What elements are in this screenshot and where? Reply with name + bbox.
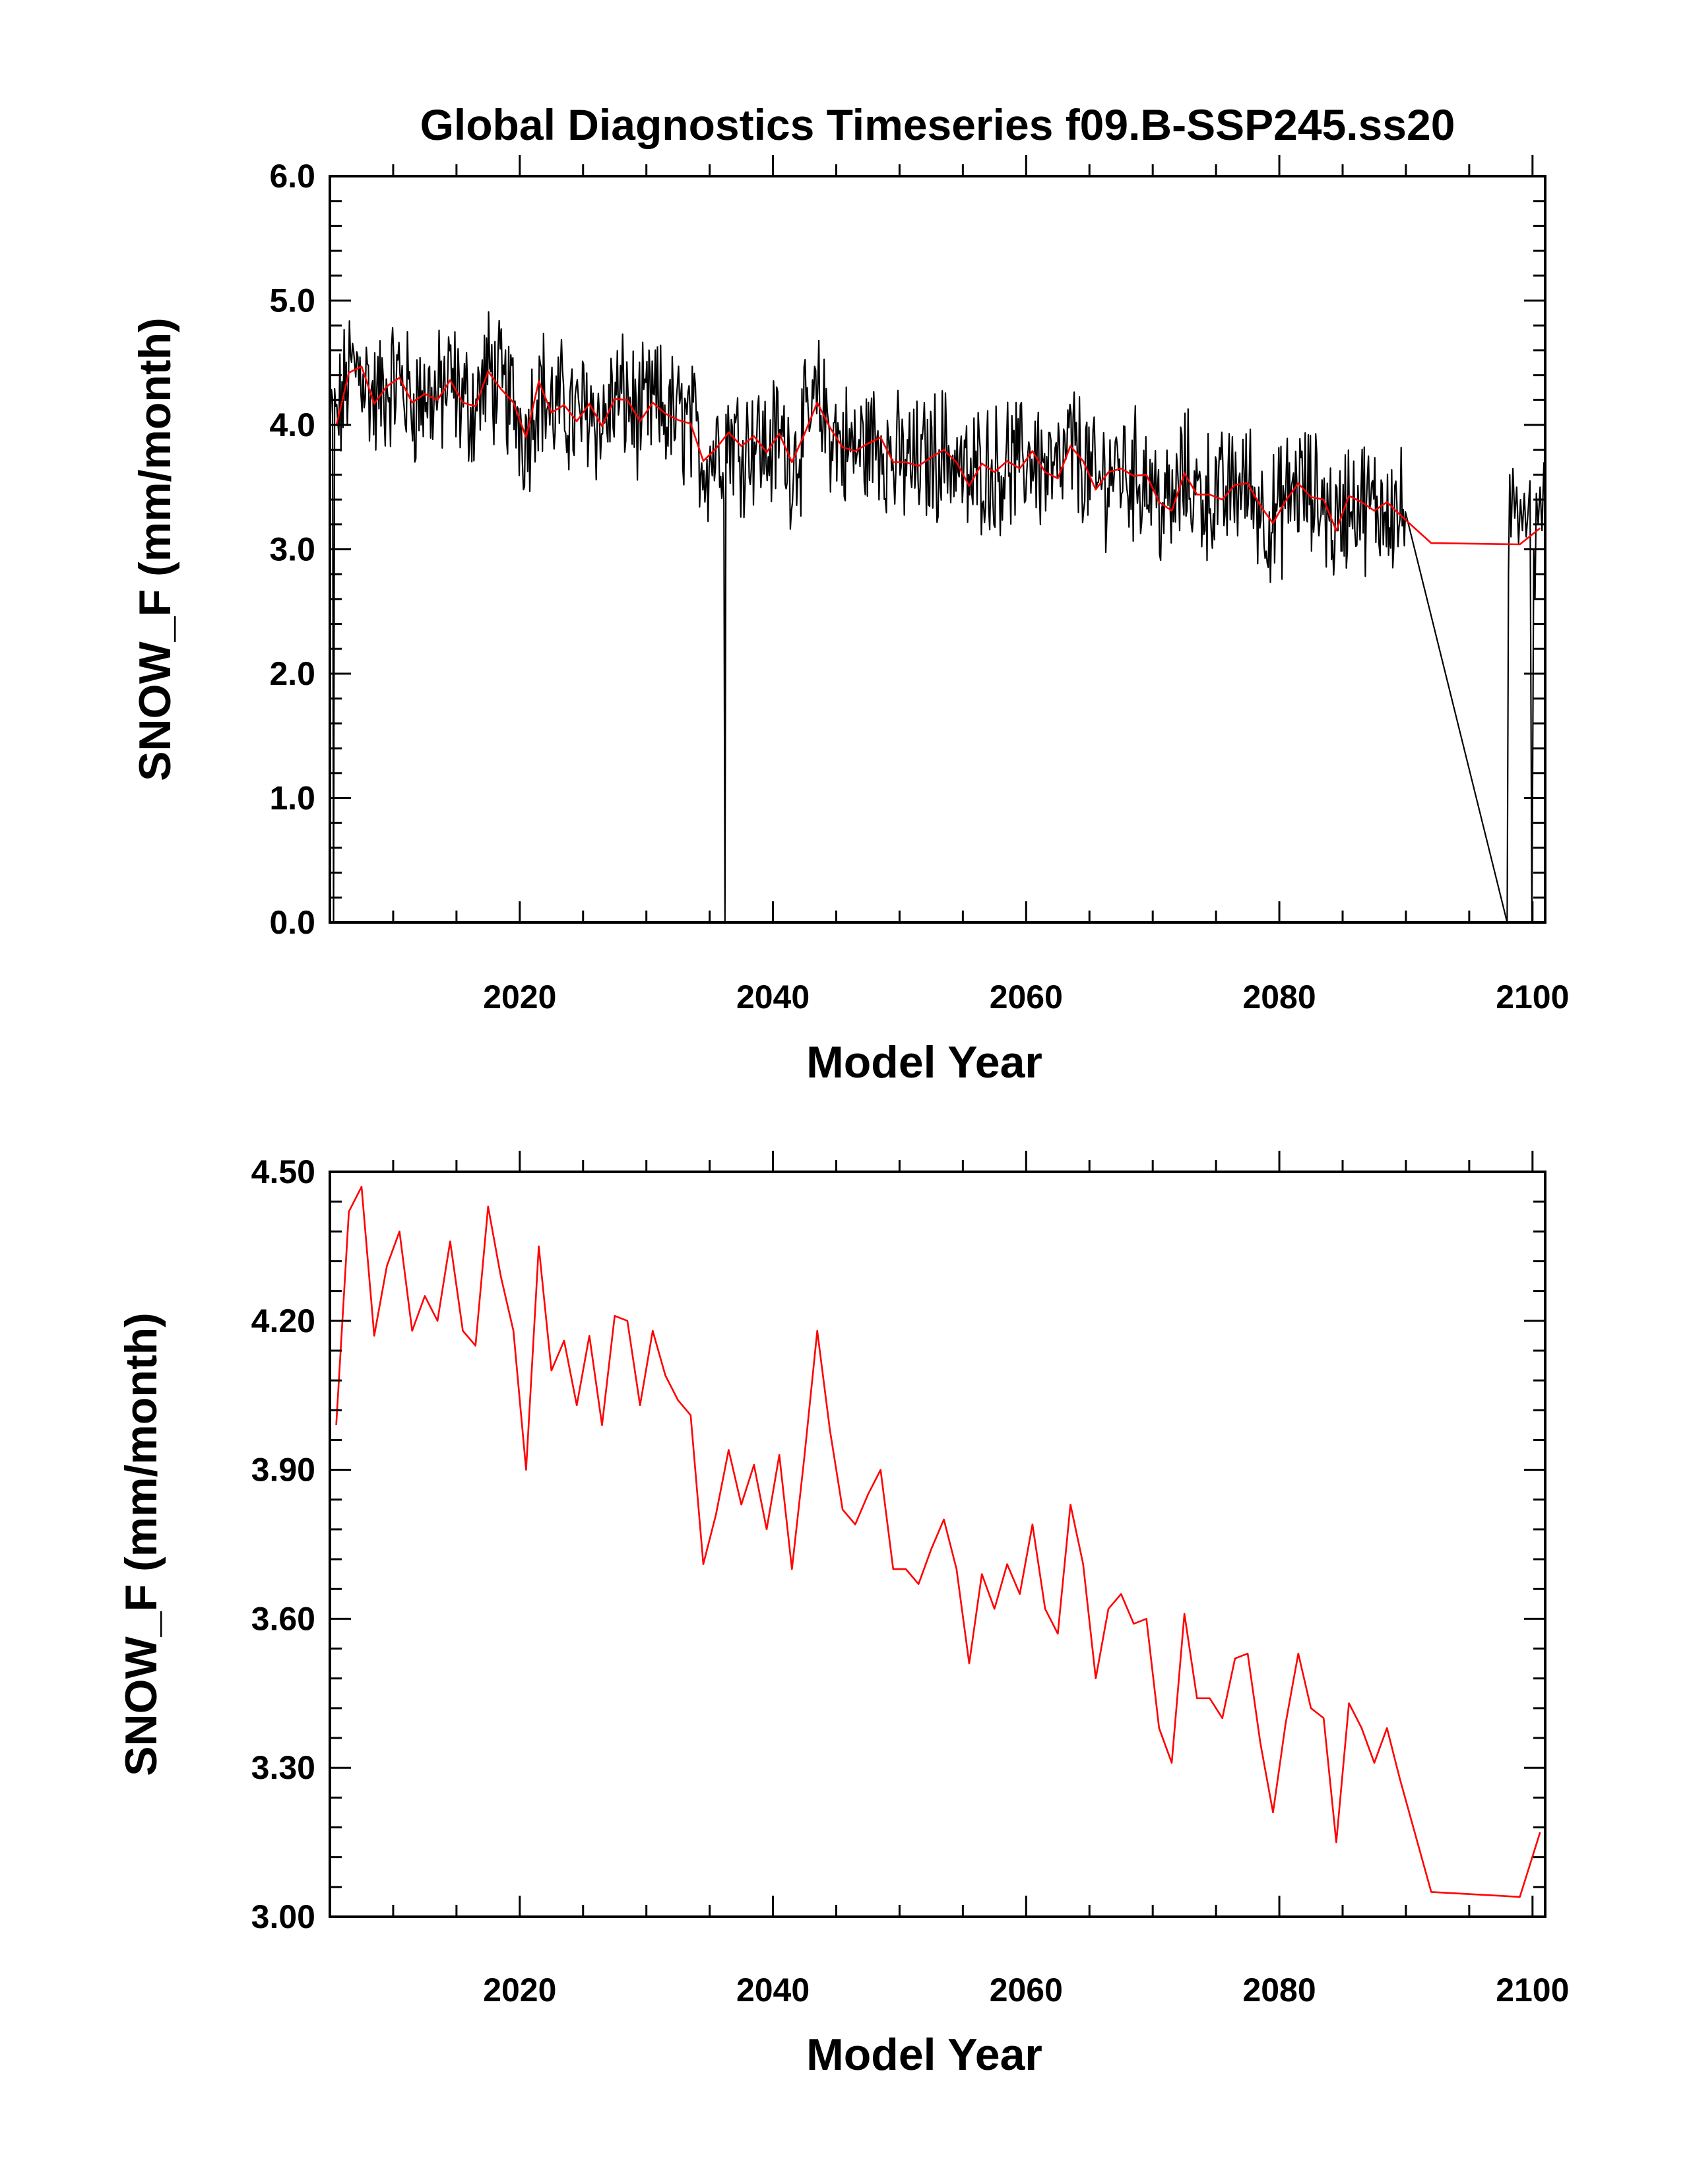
y-tick-label: 3.00	[251, 1898, 315, 1935]
x-tick-label: 2080	[1242, 1972, 1316, 2008]
chart-title: Global Diagnostics Timeseries f09.B-SSP2…	[420, 100, 1455, 149]
y-tick-label: 4.50	[251, 1153, 315, 1190]
y-tick-label: 3.0	[269, 531, 315, 568]
series-line-monthly	[330, 311, 1545, 922]
x-tick-label: 2060	[990, 979, 1063, 1015]
y-axis-label: SNOW_F (mm/month)	[130, 317, 180, 781]
x-tick-label: 2040	[736, 979, 810, 1015]
y-tick-label: 0.0	[269, 904, 315, 941]
x-tick-label: 2040	[736, 1972, 810, 2008]
x-tick-label: 2100	[1496, 1972, 1569, 2008]
y-tick-label: 4.0	[269, 406, 315, 443]
series-line-annual-mean	[335, 1186, 1541, 1898]
y-tick-label: 3.90	[251, 1452, 315, 1489]
x-tick-label: 2100	[1496, 979, 1569, 1015]
y-tick-label: 6.0	[269, 158, 315, 195]
plot-frame	[329, 1171, 1546, 1918]
x-tick-label: 2020	[483, 979, 556, 1015]
x-tick-label: 2060	[990, 1972, 1063, 2008]
y-tick-label: 3.30	[251, 1749, 315, 1786]
y-tick-label: 5.0	[269, 282, 315, 319]
chart-panel-2: 2020 2040 2060 2080 2100 3.00 3.30 3.60 3.90 4.20…	[116, 1151, 1569, 2080]
y-tick-label: 3.60	[251, 1600, 315, 1637]
y-tick-label: 4.20	[251, 1302, 315, 1339]
series-line-annual-mean	[335, 366, 1541, 546]
x-axis-label: Model Year	[806, 1037, 1042, 1087]
x-tick-label: 2080	[1242, 979, 1316, 1015]
y-tick-label: 1.0	[269, 780, 315, 817]
x-tick-label: 2020	[483, 1972, 556, 2008]
chart-panel-1: Global Diagnostics Timeseries f09.B-SSP2…	[130, 100, 1569, 1087]
y-axis-label: SNOW_F (mm/month)	[116, 1312, 166, 1776]
y-tick-label: 2.0	[269, 655, 315, 692]
plot-frame	[329, 175, 1546, 924]
x-axis-label: Model Year	[806, 2030, 1042, 2080]
